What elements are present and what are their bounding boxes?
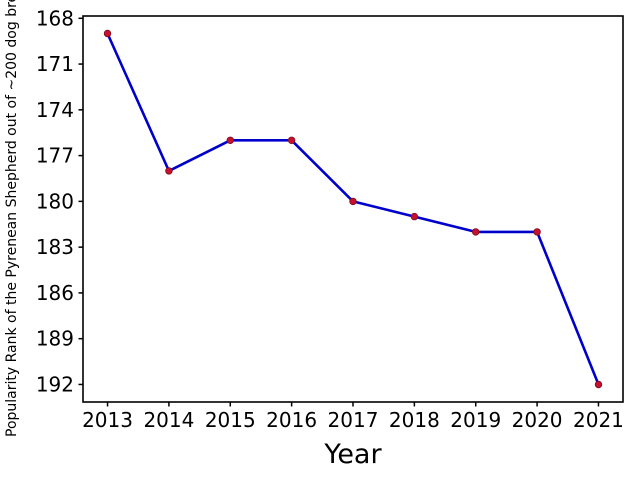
data-point-marker	[349, 197, 357, 206]
data-point-marker	[287, 136, 296, 144]
y-tick-label: 189	[36, 327, 74, 351]
x-tick-label: 2014	[143, 408, 194, 432]
data-point-marker	[472, 228, 480, 236]
y-tick-label: 171	[36, 52, 74, 76]
y-tick-label: 177	[36, 144, 74, 168]
series-line	[106, 32, 600, 386]
x-tick-label: 2013	[82, 408, 133, 432]
x-axis-ticks: 2013 2014 2015 2016 2017 2018 2019 2020 2021	[82, 402, 624, 432]
x-tick-label: 2020	[512, 408, 563, 432]
x-tick-label: 2016	[266, 408, 317, 432]
plot-area-spines	[82, 15, 624, 403]
data-point-marker	[410, 212, 419, 221]
x-axis-label: Year	[323, 439, 382, 470]
x-tick-label: 2015	[205, 408, 256, 432]
x-tick-label: 2021	[573, 408, 624, 432]
x-tick-label: 2018	[389, 408, 440, 432]
data-point-marker	[103, 29, 112, 38]
y-axis-ticks: 168 171 174 177 180 183 186 189 192	[36, 6, 83, 396]
data-point-markers	[103, 29, 603, 389]
y-tick-label: 168	[36, 6, 74, 30]
line-series	[106, 32, 600, 386]
x-tick-label: 2019	[450, 408, 501, 432]
y-tick-label: 192	[36, 372, 74, 396]
data-point-marker	[165, 167, 173, 175]
data-point-marker	[226, 136, 234, 144]
y-tick-label: 180	[36, 189, 74, 213]
x-tick-label: 2017	[328, 408, 379, 432]
y-tick-label: 186	[36, 281, 74, 305]
data-point-marker	[594, 380, 603, 389]
y-tick-label: 183	[36, 235, 74, 259]
y-axis-label: Popularity Rank of the Pyrenean Shepherd…	[4, 0, 20, 437]
y-tick-label: 174	[36, 98, 74, 122]
data-point-marker	[533, 228, 541, 236]
